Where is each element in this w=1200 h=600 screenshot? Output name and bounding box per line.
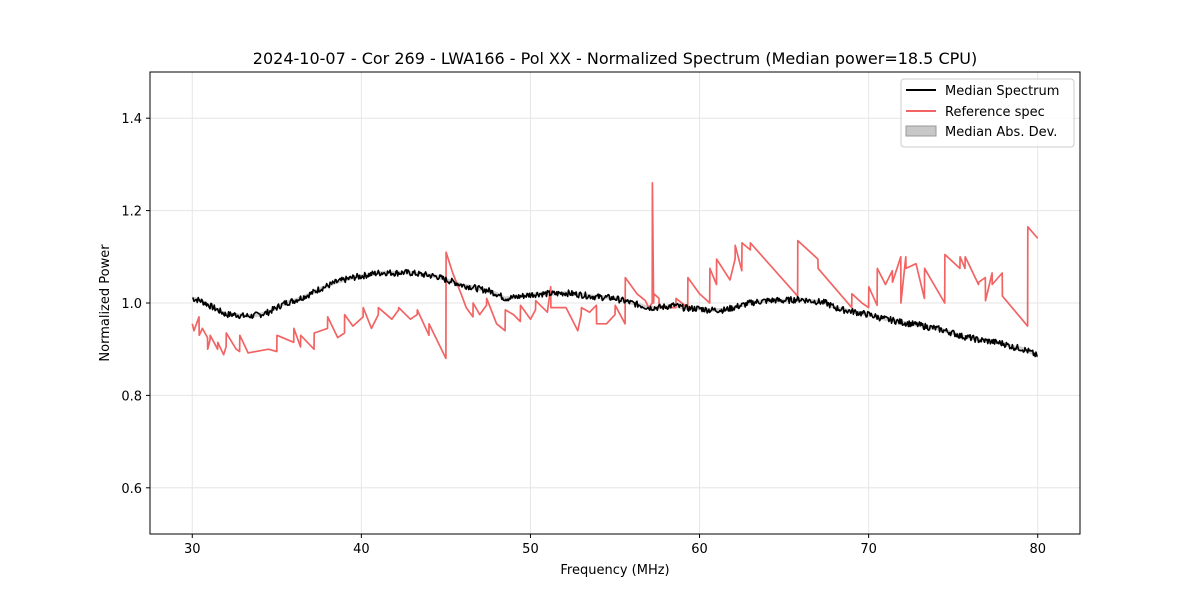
y-tick-label: 1.0 [121,297,142,312]
y-tick-label: 1.4 [121,112,142,127]
y-axis-label: Normalized Power [98,244,113,362]
legend-mad-swatch [905,125,937,137]
x-tick-label: 60 [691,542,708,557]
y-axis-ticks: 0.6 0.8 1.0 1.2 1.4 [121,112,150,497]
y-tick-label: 0.8 [121,389,142,404]
legend-median-label: Median Spectrum [945,84,1059,99]
series-median-abs-dev-band [192,270,1038,358]
legend: Median Spectrum Reference spec Median Ab… [900,78,1075,148]
legend-reference-label: Reference spec [945,105,1045,120]
plot-area [191,182,1039,360]
x-axis-label: Frequency (MHz) [560,563,669,578]
legend-box [900,78,1075,148]
x-tick-label: 40 [353,542,370,557]
x-tick-label: 50 [522,542,539,557]
x-axis-ticks: 30 40 50 60 70 80 [184,534,1046,557]
legend-mad-label: Median Abs. Dev. [945,125,1057,140]
series-reference-spec-line [191,182,1039,360]
y-tick-label: 1.2 [121,205,142,220]
x-tick-label: 30 [184,542,201,557]
x-tick-label: 80 [1029,542,1046,557]
series-median-spectrum-line [192,268,1038,358]
chart-title: 2024-10-07 - Cor 269 - LWA166 - Pol XX -… [253,49,977,68]
y-tick-label: 0.6 [121,482,142,497]
x-tick-label: 70 [860,542,877,557]
